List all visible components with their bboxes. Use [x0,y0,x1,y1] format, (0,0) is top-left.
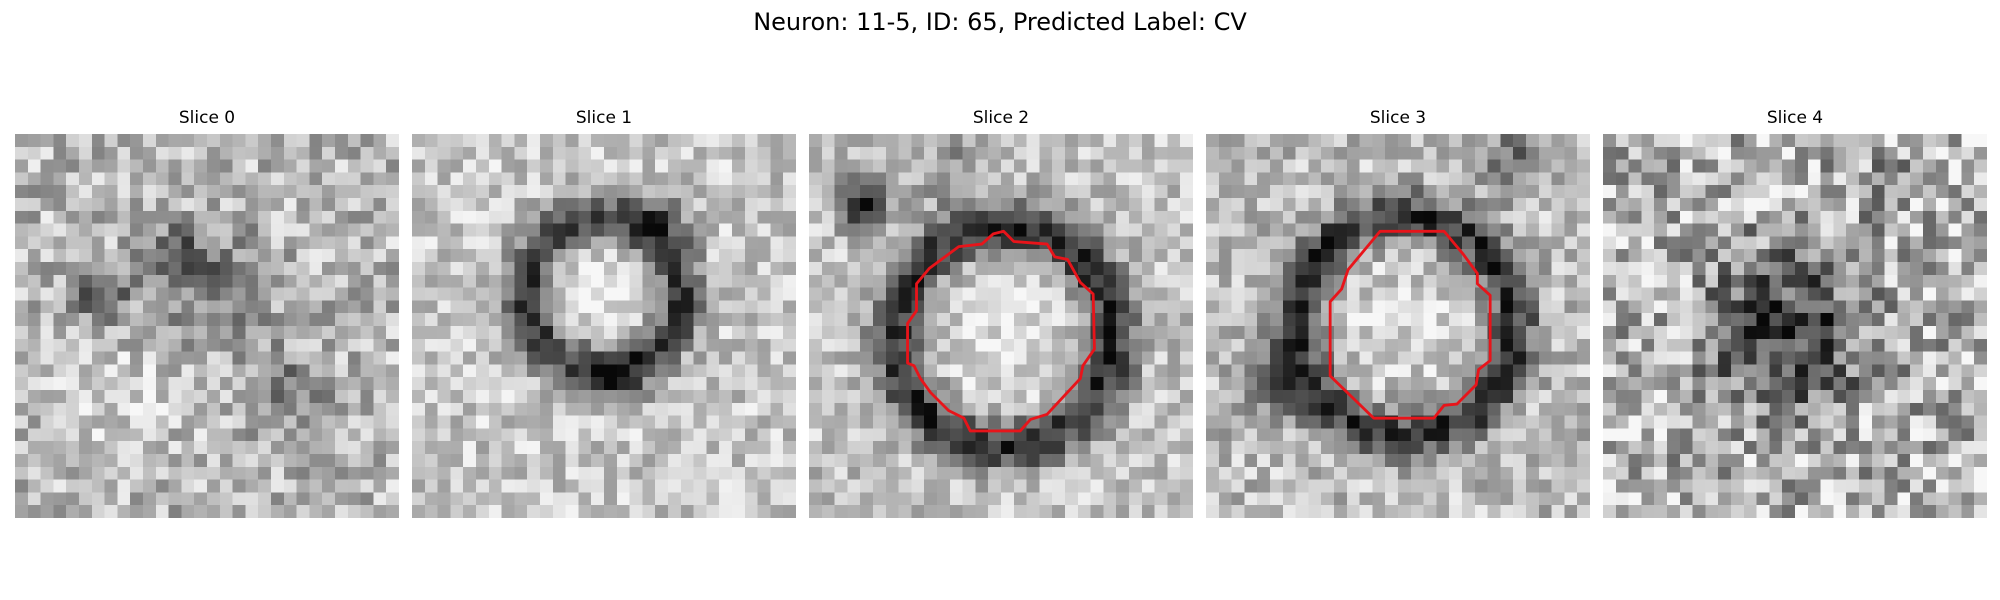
slice-panel-2: Slice 2 [809,0,1193,520]
slice-title-0: Slice 0 [178,108,236,128]
slice-image-2 [809,134,1193,518]
slice-panel-4: Slice 4 [1603,0,1987,520]
slice-image-0 [15,134,399,518]
slice-panel-0: Slice 0 [15,0,399,520]
slice-panel-3: Slice 3 [1206,0,1590,520]
slice-image-4 [1603,134,1987,518]
slice-panel-1: Slice 1 [412,0,796,520]
slice-title-4: Slice 4 [1766,108,1824,128]
slice-title-1: Slice 1 [575,108,633,128]
figure-title: Neuron: 11-5, ID: 65, Predicted Label: C… [753,8,1247,36]
contour-outline-2 [906,229,1096,433]
contour-outline-3 [1328,229,1492,420]
slice-image-1 [412,134,796,518]
slice-title-2: Slice 2 [972,108,1030,128]
slice-image-3 [1206,134,1590,518]
slice-title-3: Slice 3 [1369,108,1427,128]
